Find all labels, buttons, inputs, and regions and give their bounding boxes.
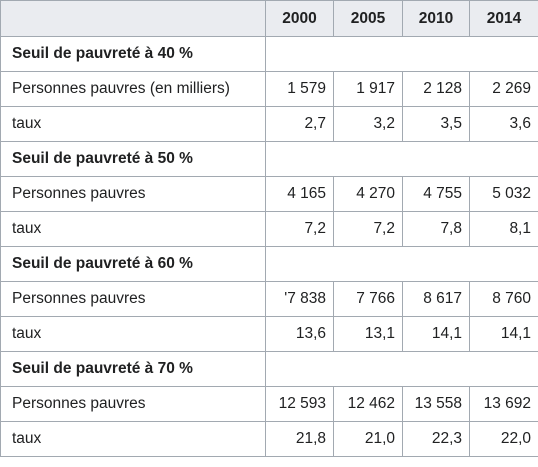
row-label: taux xyxy=(0,211,266,247)
table-row: Personnes pauvres (en milliers) 1 579 1 … xyxy=(0,71,538,107)
table-cell: 21,8 xyxy=(265,421,334,457)
table-row: taux 13,6 13,1 14,1 14,1 xyxy=(0,316,538,352)
header-year-2014: 2014 xyxy=(469,0,538,37)
table-row: taux 21,8 21,0 22,3 22,0 xyxy=(0,421,538,457)
table-cell: 13,6 xyxy=(265,316,334,352)
table-cell: '7 838 xyxy=(265,281,334,317)
table-cell: 3,5 xyxy=(402,106,470,142)
header-year-2000: 2000 xyxy=(265,0,334,37)
table-cell: 3,6 xyxy=(469,106,538,142)
table-cell: 8,1 xyxy=(469,211,538,247)
poverty-table: 2000 2005 2010 2014 Seuil de pauvreté à … xyxy=(0,0,538,457)
table-cell: 4 270 xyxy=(333,176,403,212)
table-cell: 5 032 xyxy=(469,176,538,212)
section-fill-cell xyxy=(265,141,538,177)
table-cell: 22,0 xyxy=(469,421,538,457)
table-cell: 21,0 xyxy=(333,421,403,457)
table-cell: 2 128 xyxy=(402,71,470,107)
table-cell: 4 165 xyxy=(265,176,334,212)
row-label: Personnes pauvres xyxy=(0,176,266,212)
section-title: Seuil de pauvreté à 40 % xyxy=(0,36,266,72)
section-row-50: Seuil de pauvreté à 50 % xyxy=(0,141,538,177)
table-cell: 8 760 xyxy=(469,281,538,317)
header-year-2010: 2010 xyxy=(402,0,470,37)
row-label: taux xyxy=(0,106,266,142)
table-row: Personnes pauvres 12 593 12 462 13 558 1… xyxy=(0,386,538,422)
section-fill-cell xyxy=(265,246,538,282)
header-corner-cell xyxy=(0,0,266,37)
table-cell: 12 462 xyxy=(333,386,403,422)
table-cell: 13,1 xyxy=(333,316,403,352)
row-label: taux xyxy=(0,316,266,352)
table-cell: 7,8 xyxy=(402,211,470,247)
section-title: Seuil de pauvreté à 60 % xyxy=(0,246,266,282)
header-row: 2000 2005 2010 2014 xyxy=(0,0,538,37)
table-row: taux 7,2 7,2 7,8 8,1 xyxy=(0,211,538,247)
section-row-70: Seuil de pauvreté à 70 % xyxy=(0,351,538,387)
row-label: Personnes pauvres xyxy=(0,281,266,317)
table-cell: 2 269 xyxy=(469,71,538,107)
table-row: Personnes pauvres 4 165 4 270 4 755 5 03… xyxy=(0,176,538,212)
table-cell: 3,2 xyxy=(333,106,403,142)
table-cell: 22,3 xyxy=(402,421,470,457)
table-cell: 2,7 xyxy=(265,106,334,142)
table-cell: 13 692 xyxy=(469,386,538,422)
section-row-40: Seuil de pauvreté à 40 % xyxy=(0,36,538,72)
table-cell: 7 766 xyxy=(333,281,403,317)
table-cell: 4 755 xyxy=(402,176,470,212)
table-row: taux 2,7 3,2 3,5 3,6 xyxy=(0,106,538,142)
section-row-60: Seuil de pauvreté à 60 % xyxy=(0,246,538,282)
header-year-2005: 2005 xyxy=(333,0,403,37)
section-title: Seuil de pauvreté à 50 % xyxy=(0,141,266,177)
table-cell: 8 617 xyxy=(402,281,470,317)
table-cell: 7,2 xyxy=(265,211,334,247)
row-label: Personnes pauvres (en milliers) xyxy=(0,71,266,107)
section-fill-cell xyxy=(265,351,538,387)
row-label: Personnes pauvres xyxy=(0,386,266,422)
table-row: Personnes pauvres '7 838 7 766 8 617 8 7… xyxy=(0,281,538,317)
table-cell: 13 558 xyxy=(402,386,470,422)
table-cell: 12 593 xyxy=(265,386,334,422)
section-fill-cell xyxy=(265,36,538,72)
row-label: taux xyxy=(0,421,266,457)
table-cell: 1 579 xyxy=(265,71,334,107)
table-cell: 1 917 xyxy=(333,71,403,107)
section-title: Seuil de pauvreté à 70 % xyxy=(0,351,266,387)
table-cell: 7,2 xyxy=(333,211,403,247)
table-cell: 14,1 xyxy=(402,316,470,352)
table-cell: 14,1 xyxy=(469,316,538,352)
